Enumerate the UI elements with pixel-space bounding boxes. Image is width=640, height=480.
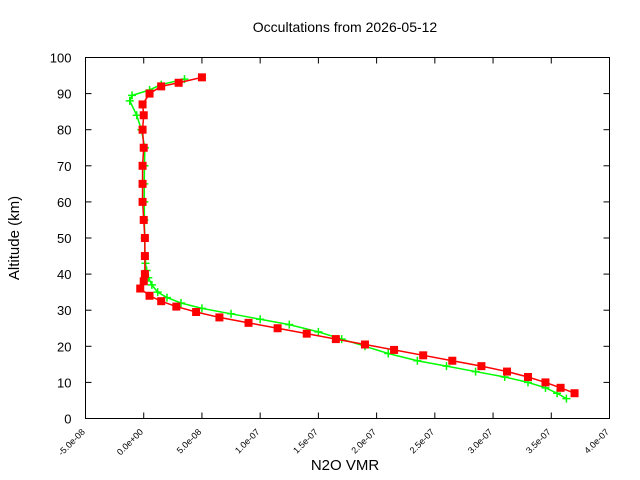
data-point xyxy=(145,89,154,98)
x-axis: -5.0e-08 0.0e+00 5.0e-08 1.0e-07 1.5e-07 2.0e… xyxy=(56,57,611,458)
data-point xyxy=(136,284,145,293)
data-point xyxy=(360,340,369,349)
data-point xyxy=(147,280,156,289)
data-point xyxy=(139,111,148,120)
x-tick-label: 5.0e-08 xyxy=(175,427,204,456)
data-point xyxy=(442,362,451,371)
y-tick-label: 50 xyxy=(57,231,71,246)
y-tick-label: 70 xyxy=(57,159,71,174)
x-tick-label: 1.0e-07 xyxy=(233,427,262,456)
data-point xyxy=(157,82,166,91)
data-point xyxy=(244,318,253,327)
data-point xyxy=(273,324,282,333)
series-1 xyxy=(136,73,579,398)
x-axis-label: N2O VMR xyxy=(311,457,380,474)
data-point xyxy=(413,356,422,365)
data-point xyxy=(153,288,162,297)
data-point xyxy=(157,297,166,306)
data-point xyxy=(331,335,340,344)
data-point xyxy=(138,125,147,134)
data-point xyxy=(285,320,294,329)
data-point xyxy=(139,143,148,152)
data-point xyxy=(556,383,565,392)
data-point xyxy=(139,215,148,224)
y-axis: 0 10 20 30 40 50 60 70 80 90 100 xyxy=(50,51,610,427)
data-point xyxy=(523,372,532,381)
data-point xyxy=(140,270,149,279)
x-tick-label: 4.0e-07 xyxy=(582,427,611,456)
x-tick-label: 3.0e-07 xyxy=(466,427,495,456)
data-point xyxy=(140,234,149,242)
y-tick-label: 0 xyxy=(64,412,71,427)
x-tick-label: 0.0e+00 xyxy=(115,427,145,457)
data-point xyxy=(448,356,457,365)
y-tick-label: 60 xyxy=(57,195,71,210)
data-point xyxy=(390,345,399,354)
data-point xyxy=(471,367,480,376)
data-point xyxy=(174,78,183,87)
data-point xyxy=(138,161,147,170)
plot-frame xyxy=(85,57,610,419)
data-point xyxy=(172,302,181,311)
plot-data xyxy=(125,73,579,403)
data-point xyxy=(570,389,579,398)
y-tick-label: 90 xyxy=(57,87,71,102)
data-point xyxy=(192,308,201,317)
data-point xyxy=(419,351,428,360)
data-point xyxy=(227,309,236,318)
y-tick-label: 100 xyxy=(50,51,72,66)
chart-title: Occultations from 2026-05-12 xyxy=(253,19,438,35)
y-tick-label: 30 xyxy=(57,303,71,318)
data-point xyxy=(132,111,141,120)
y-tick-label: 20 xyxy=(57,339,71,354)
series-line xyxy=(139,76,575,394)
data-point xyxy=(139,277,148,286)
data-point xyxy=(314,327,323,336)
data-point xyxy=(125,96,134,105)
x-tick-label: 3.5e-07 xyxy=(524,427,553,456)
series-0 xyxy=(125,75,571,403)
y-tick-label: 80 xyxy=(57,123,71,138)
data-point xyxy=(138,179,147,188)
data-point xyxy=(302,329,311,338)
data-point xyxy=(197,73,206,82)
data-point xyxy=(541,378,550,387)
data-point xyxy=(503,367,512,376)
data-point xyxy=(138,100,147,109)
data-point xyxy=(145,291,154,300)
data-point xyxy=(256,315,265,324)
data-point xyxy=(477,362,486,371)
x-tick-label: 2.0e-07 xyxy=(349,427,378,456)
y-tick-label: 40 xyxy=(57,267,71,282)
x-tick-label: -5.0e-08 xyxy=(56,427,87,458)
data-point xyxy=(138,197,147,206)
y-axis-label: Altitude (km) xyxy=(6,196,23,280)
x-tick-label: 2.5e-07 xyxy=(408,427,437,456)
x-tick-label: 1.5e-07 xyxy=(291,427,320,456)
data-point xyxy=(215,313,224,322)
series-line xyxy=(128,78,567,400)
y-tick-label: 10 xyxy=(57,375,71,390)
data-point xyxy=(140,252,149,261)
data-point xyxy=(128,91,137,100)
data-point xyxy=(562,394,571,403)
